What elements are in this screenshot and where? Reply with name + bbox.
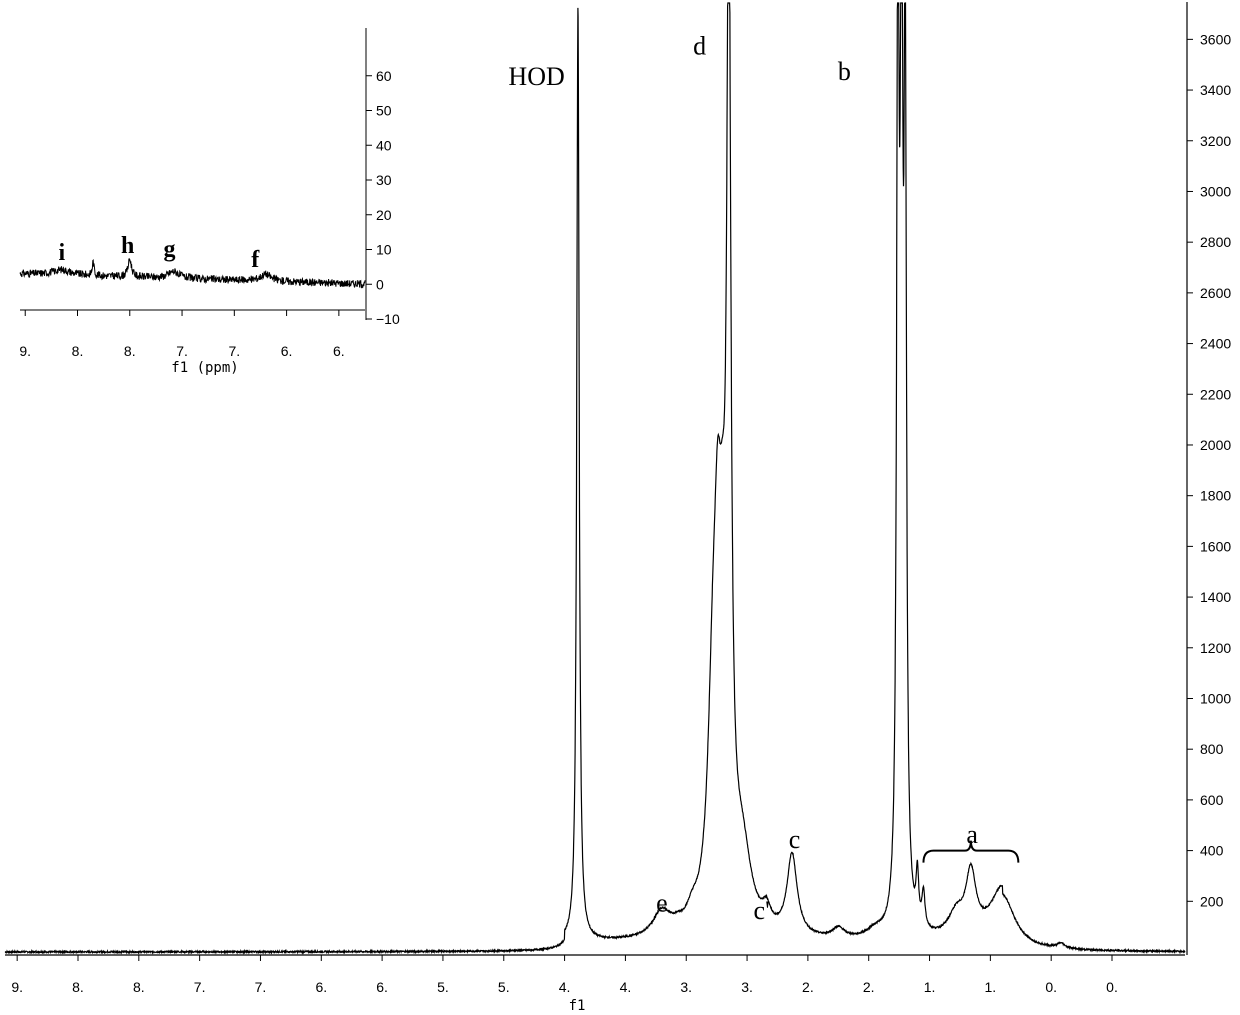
x-tick-label: 6. [376, 979, 388, 995]
y-tick-label: 1400 [1200, 589, 1231, 605]
y-tick-label: 600 [1200, 792, 1224, 808]
peak-a-bracket [923, 841, 1018, 863]
y-tick-label: 3000 [1200, 183, 1231, 199]
y-tick-label: 2200 [1200, 386, 1231, 402]
inset-x-ticks: 9. 8. 8. 7. 7. 6. 6. [19, 310, 344, 359]
peak-label: g [164, 236, 176, 262]
x-tick-label: 6. [315, 979, 327, 995]
y-tick-label: 20 [376, 207, 392, 223]
peak-label: e [656, 888, 668, 917]
peak-label: f [251, 247, 260, 273]
x-tick-label: 7. [255, 979, 267, 995]
x-tick-label: 2. [802, 979, 814, 995]
y-tick-label: 1600 [1200, 538, 1231, 554]
x-tick-label: 8. [72, 343, 84, 359]
y-tick-label: 1200 [1200, 640, 1231, 656]
x-tick-label: 6. [281, 343, 293, 359]
y-tick-label: 0 [376, 276, 384, 292]
x-tick-label: 3. [680, 979, 692, 995]
y-tick-label: 2800 [1200, 234, 1231, 250]
inset-peak-labels: ihgf [58, 233, 260, 273]
y-tick-label: 40 [376, 137, 392, 153]
y-tick-label: 200 [1200, 893, 1224, 909]
y-tick-label: 2000 [1200, 437, 1231, 453]
main-x-ticks: 9. 8. 8. 7. 7. 6. 6. 5. 5. 4. 4. 3. 3. 2. 2. 1. 1. 0. 0. [11, 955, 1118, 995]
main-spectrum-trace [5, 3, 1185, 953]
y-tick-label: 800 [1200, 741, 1224, 757]
x-tick-label: 8. [133, 979, 145, 995]
x-tick-label: 7. [228, 343, 240, 359]
x-tick-label: 7. [176, 343, 188, 359]
x-tick-label: 6. [333, 343, 345, 359]
y-tick-label: 1800 [1200, 488, 1231, 504]
x-tick-label: 8. [72, 979, 84, 995]
main-x-axis-title: f1 [569, 998, 586, 1014]
peak-label: c' [754, 896, 770, 925]
x-tick-label: 8. [124, 343, 136, 359]
y-tick-label: 60 [376, 68, 392, 84]
x-tick-label: 5. [498, 979, 510, 995]
main-y-ticks: 200 400 600 800 1000 1200 1400 1600 1800 2000 2200… [1187, 31, 1231, 909]
x-tick-label: 4. [620, 979, 632, 995]
inset-y-ticks: −10 0 10 20 30 40 50 60 [366, 68, 400, 327]
y-tick-label: 400 [1200, 843, 1224, 859]
peak-label: d [693, 32, 706, 61]
main-spectrum-chart: 9. 8. 8. 7. 7. 6. 6. 5. 5. 4. 4. 3. 3. 2. 2. 1. 1. 0. 0. 2… [5, 2, 1231, 1014]
peak-label: a [966, 820, 978, 849]
peak-label: b [838, 57, 851, 86]
y-tick-label: 50 [376, 103, 392, 119]
x-tick-label: 2. [863, 979, 875, 995]
peak-label: HOD [508, 62, 564, 91]
x-tick-label: 1. [985, 979, 997, 995]
peak-label: i [58, 240, 65, 266]
x-tick-label: 3. [741, 979, 753, 995]
y-tick-label: 3200 [1200, 133, 1231, 149]
y-tick-label: −10 [376, 311, 400, 327]
inset-spectrum-trace [20, 259, 365, 288]
y-tick-label: 3600 [1200, 31, 1231, 47]
x-tick-label: 4. [559, 979, 571, 995]
y-tick-label: 3400 [1200, 82, 1231, 98]
x-tick-label: 9. [19, 343, 31, 359]
x-tick-label: 0. [1106, 979, 1118, 995]
inset-x-axis-title: f1 (ppm) [171, 360, 238, 376]
y-tick-label: 1000 [1200, 690, 1231, 706]
x-tick-label: 7. [194, 979, 206, 995]
peak-label: c [789, 825, 801, 854]
peak-label: h [121, 233, 134, 259]
y-tick-label: 2600 [1200, 285, 1231, 301]
x-tick-label: 5. [437, 979, 449, 995]
y-tick-label: 10 [376, 242, 392, 258]
x-tick-label: 1. [924, 979, 936, 995]
y-tick-label: 30 [376, 172, 392, 188]
inset-spectrum-chart: 9. 8. 8. 7. 7. 6. 6. −10 0 10 20 30 40 50 60 i h g f f1 … [19, 28, 400, 376]
y-tick-label: 2400 [1200, 336, 1231, 352]
x-tick-label: 0. [1045, 979, 1057, 995]
x-tick-label: 9. [11, 979, 23, 995]
